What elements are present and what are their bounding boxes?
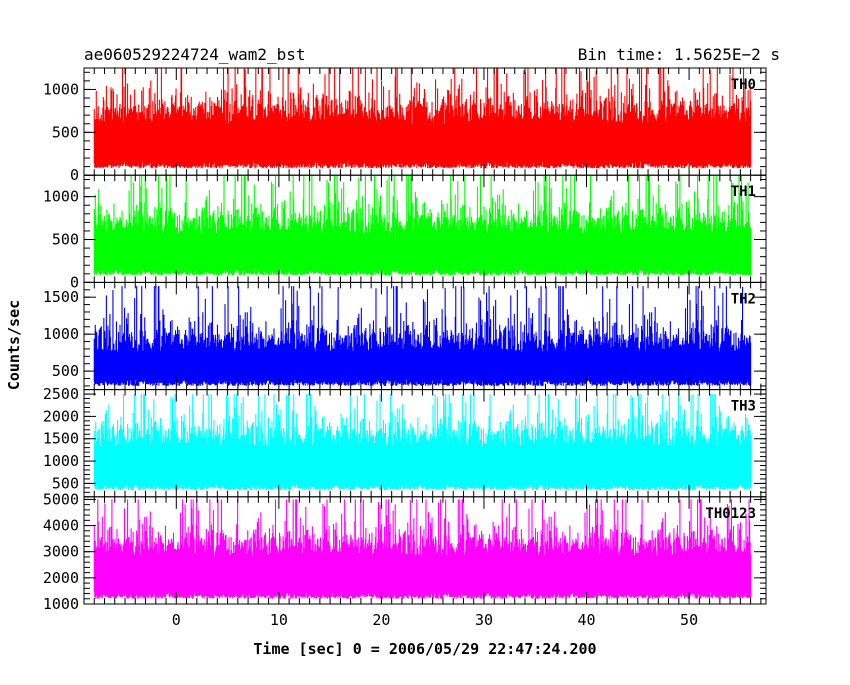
- series-th2: [93, 286, 752, 386]
- y-tick-label: 500: [52, 362, 79, 380]
- y-tick-label: 0: [70, 273, 79, 291]
- y-tick-label: 500: [52, 231, 79, 249]
- x-tick-label: 20: [372, 611, 390, 629]
- y-tick-label: 2000: [43, 569, 79, 587]
- panel-label-th2: TH2: [731, 291, 756, 307]
- panel-label-th0: TH0: [731, 77, 756, 93]
- y-tick-label: 1000: [43, 325, 79, 343]
- y-tick-label: 1000: [43, 80, 79, 98]
- y-tick-label: 500: [52, 123, 79, 141]
- y-tick-label: 1500: [43, 288, 79, 306]
- y-tick-label: 500: [52, 474, 79, 492]
- x-tick-label: 40: [577, 611, 595, 629]
- x-tick-label: 30: [475, 611, 493, 629]
- y-tick-label: 2500: [43, 385, 79, 403]
- y-tick-label: 2000: [43, 407, 79, 425]
- series-th0: [93, 68, 752, 169]
- y-tick-label: 5000: [43, 490, 79, 508]
- y-tick-label: 4000: [43, 517, 79, 535]
- panel-label-th3: TH3: [731, 399, 756, 415]
- panel-label-th1: TH1: [731, 184, 756, 200]
- y-tick-label: 1000: [43, 188, 79, 206]
- y-tick-label: 1500: [43, 430, 79, 448]
- y-tick-label: 0: [70, 166, 79, 184]
- y-axis-title: Counts/sec: [5, 300, 23, 390]
- x-tick-label: 10: [270, 611, 288, 629]
- panel-frame-th0123: [83, 496, 767, 605]
- series-th0123: [93, 499, 752, 599]
- y-tick-label: 1000: [43, 595, 79, 613]
- y-tick-label: 3000: [43, 543, 79, 561]
- x-tick-label: 50: [680, 611, 698, 629]
- y-tick-label: 1000: [43, 452, 79, 470]
- series-th3: [93, 394, 752, 491]
- series-th1: [93, 175, 752, 276]
- x-axis-title: Time [sec] 0 = 2006/05/29 22:47:24.200: [253, 640, 596, 658]
- chart-title-left: ae060529224724_wam2_bst: [84, 45, 306, 64]
- panel-label-th0123: TH0123: [705, 506, 756, 522]
- x-tick-label: 0: [172, 611, 181, 629]
- chart-title-right: Bin time: 1.5625E−2 s: [578, 45, 780, 64]
- panels-group: TH005001000TH105001000TH250010001500TH35…: [43, 67, 767, 629]
